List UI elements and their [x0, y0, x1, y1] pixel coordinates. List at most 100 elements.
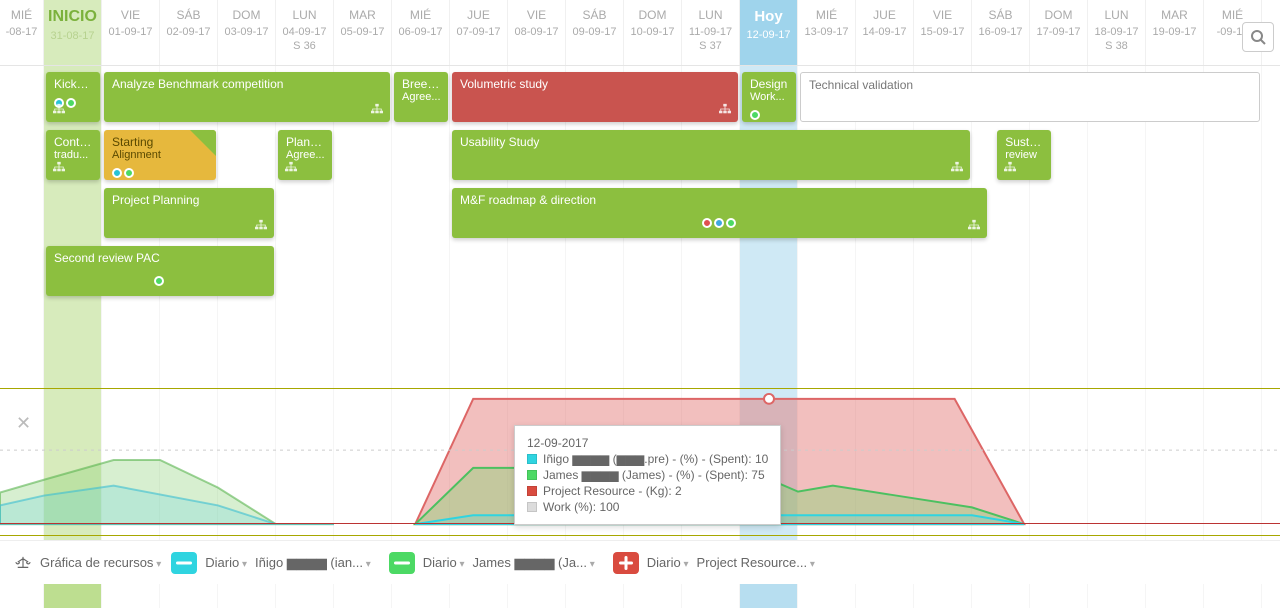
task-techval[interactable]: Technical validation: [800, 72, 1260, 122]
task-projplan[interactable]: Project Planning: [104, 188, 274, 238]
day-date: 19-09-17: [1146, 26, 1203, 38]
hierarchy-icon: [52, 103, 66, 118]
day-header[interactable]: VIE 08-09-17: [508, 0, 566, 65]
hierarchy-icon: [52, 161, 66, 176]
scale-icon: [14, 556, 32, 570]
task-kickoff[interactable]: Kick-off: [46, 72, 100, 122]
day-name: SÁB: [972, 8, 1029, 22]
chart-tooltip: 12-09-2017 Iñigo ▆▆▆▆ (▆▆▆.pre) - (%) - …: [514, 425, 781, 525]
task-title: Design: [750, 77, 788, 91]
status-dot: [124, 168, 134, 178]
task-usability[interactable]: Usability Study: [452, 130, 970, 180]
search-button[interactable]: [1242, 22, 1274, 52]
legend-pill[interactable]: [389, 552, 415, 574]
resource-dropdown[interactable]: Project Resource...: [697, 555, 815, 570]
resource-dropdown[interactable]: James ▆▆▆▆ (Ja...: [473, 555, 595, 571]
day-name: JUE: [856, 8, 913, 22]
swatch-icon: [527, 486, 537, 496]
tooltip-date: 12-09-2017: [527, 436, 768, 450]
day-header[interactable]: MIÉ -08-17: [0, 0, 44, 65]
day-header[interactable]: Hoy 12-09-17: [740, 0, 798, 65]
day-name: MIÉ: [0, 8, 43, 22]
task-title: M&F roadmap & direction: [460, 193, 979, 207]
legend-bar: Gráfica de recursos Diario Iñigo ▆▆▆▆ (i…: [0, 540, 1280, 584]
day-header[interactable]: INICIO 31-08-17: [44, 0, 102, 65]
day-header[interactable]: SÁB 16-09-17: [972, 0, 1030, 65]
hierarchy-icon: [718, 103, 732, 118]
day-date: 10-09-17: [624, 26, 681, 38]
day-name: SÁB: [160, 8, 217, 22]
day-name: SÁB: [566, 8, 623, 22]
day-header[interactable]: SÁB 02-09-17: [160, 0, 218, 65]
day-date: 02-09-17: [160, 26, 217, 38]
day-date: 03-09-17: [218, 26, 275, 38]
task-sustai[interactable]: Sustai...review: [997, 130, 1051, 180]
day-name: DOM: [1030, 8, 1087, 22]
day-name: INICIO: [44, 8, 101, 26]
task-subtitle: Agree...: [286, 149, 324, 161]
freq-dropdown[interactable]: Diario: [205, 555, 247, 570]
task-title: Contr...: [54, 135, 92, 149]
day-name: LUN: [1088, 8, 1145, 22]
day-week: S 38: [1088, 40, 1145, 52]
hierarchy-icon: [284, 161, 298, 176]
task-contr[interactable]: Contr...tradu...: [46, 130, 100, 180]
legend-item: Diario Project Resource...: [613, 552, 815, 574]
freq-dropdown[interactable]: Diario: [647, 555, 689, 570]
day-header[interactable]: VIE 01-09-17: [102, 0, 160, 65]
day-name: DOM: [218, 8, 275, 22]
day-header[interactable]: DOM 03-09-17: [218, 0, 276, 65]
day-header[interactable]: MAR 19-09-17: [1146, 0, 1204, 65]
hierarchy-icon: [254, 219, 268, 234]
day-header[interactable]: MIÉ 13-09-17: [798, 0, 856, 65]
day-date: 07-09-17: [450, 26, 507, 38]
swatch-icon: [527, 502, 537, 512]
task-volumetric[interactable]: Volumetric study: [452, 72, 738, 122]
day-header[interactable]: VIE 15-09-17: [914, 0, 972, 65]
tooltip-row: Project Resource - (Kg): 2: [527, 484, 768, 498]
day-header[interactable]: MAR 05-09-17: [334, 0, 392, 65]
day-header[interactable]: LUN 11-09-17 S 37: [682, 0, 740, 65]
tooltip-row: James ▆▆▆▆ (James) - (%) - (Spent): 75: [527, 468, 768, 482]
task-starting[interactable]: StartingAlignment: [104, 130, 216, 180]
resource-dropdown[interactable]: Iñigo ▆▆▆▆ (ian...: [255, 555, 371, 571]
task-subtitle: review: [1005, 149, 1043, 161]
day-name: MIÉ: [392, 8, 449, 22]
swatch-icon: [527, 454, 537, 464]
day-date: 05-09-17: [334, 26, 391, 38]
task-title: Usability Study: [460, 135, 962, 149]
task-title: Sustai...: [1005, 135, 1043, 149]
day-date: 13-09-17: [798, 26, 855, 38]
tooltip-row: Work (%): 100: [527, 500, 768, 514]
task-title: Kick-off: [54, 77, 92, 91]
day-header[interactable]: LUN 04-09-17 S 36: [276, 0, 334, 65]
day-header[interactable]: SÁB 09-09-17: [566, 0, 624, 65]
status-dot: [702, 218, 712, 228]
legend-pill[interactable]: [613, 552, 639, 574]
day-header[interactable]: DOM 10-09-17: [624, 0, 682, 65]
task-secondrev[interactable]: Second review PAC: [46, 246, 274, 296]
chart-type-dropdown[interactable]: Gráfica de recursos: [40, 555, 161, 570]
day-date: 17-09-17: [1030, 26, 1087, 38]
day-header[interactable]: LUN 18-09-17 S 38: [1088, 0, 1146, 65]
day-header[interactable]: MIÉ 06-09-17: [392, 0, 450, 65]
day-date: 18-09-17: [1088, 26, 1145, 38]
status-dot: [714, 218, 724, 228]
task-breefing[interactable]: Breefi...Agree...: [394, 72, 448, 122]
legend-pill[interactable]: [171, 552, 197, 574]
day-name: DOM: [624, 8, 681, 22]
day-header[interactable]: JUE 07-09-17: [450, 0, 508, 65]
day-date: 14-09-17: [856, 26, 913, 38]
task-benchmark[interactable]: Analyze Benchmark competition: [104, 72, 390, 122]
task-planni[interactable]: Planni...Agree...: [278, 130, 332, 180]
day-header[interactable]: DOM 17-09-17: [1030, 0, 1088, 65]
freq-dropdown[interactable]: Diario: [423, 555, 465, 570]
status-dot: [750, 110, 760, 120]
legend-item: Diario James ▆▆▆▆ (Ja...: [389, 552, 595, 574]
day-header[interactable]: JUE 14-09-17: [856, 0, 914, 65]
task-mf[interactable]: M&F roadmap & direction: [452, 188, 987, 238]
task-designwork[interactable]: DesignWork...: [742, 72, 796, 122]
day-name: MIÉ: [1204, 8, 1261, 22]
day-date: 12-09-17: [740, 29, 797, 41]
hierarchy-icon: [950, 161, 964, 176]
